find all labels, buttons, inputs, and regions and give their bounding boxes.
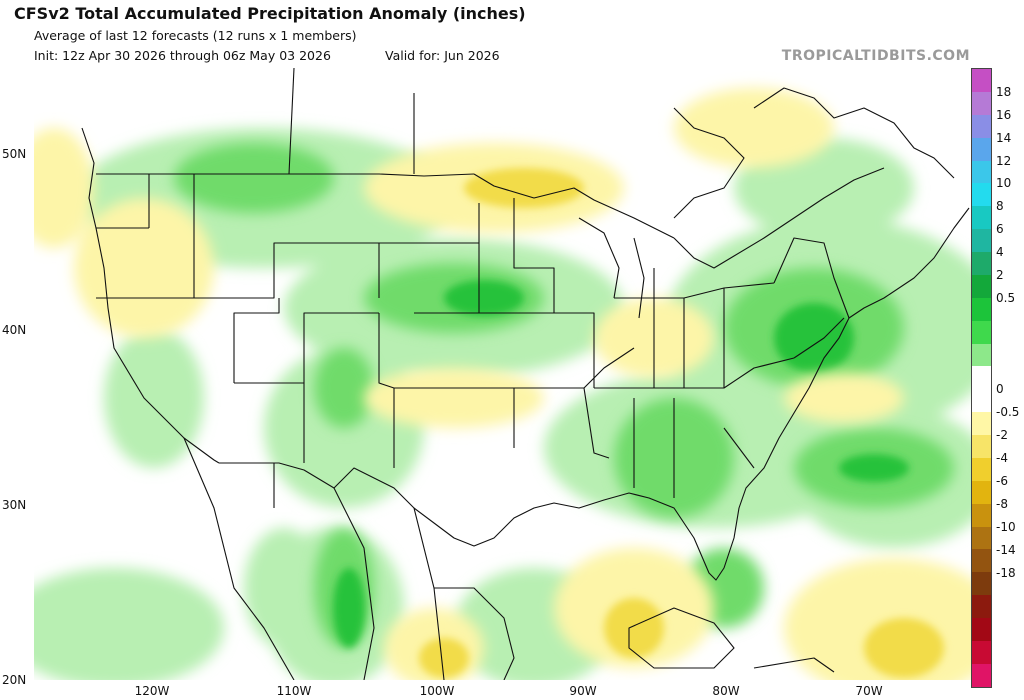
- lat-label-30n: 30N: [2, 498, 27, 512]
- colorbar-segment: [972, 114, 991, 138]
- colorbar-tick-label: 2: [996, 268, 1004, 282]
- colorbar-segment: [972, 640, 991, 664]
- lat-label-40n: 40N: [2, 323, 27, 337]
- init-time: Init: 12z Apr 30 2026 through 06z May 03…: [34, 48, 331, 63]
- colorbar-tick-label: 0.5: [996, 290, 1016, 305]
- colorbar-segment: [972, 206, 991, 230]
- precip-anomaly-map: [34, 68, 971, 680]
- colorbar-segment: [972, 480, 991, 504]
- colorbar-tick-label: -6: [996, 474, 1008, 488]
- colorbar-segment: [972, 343, 991, 367]
- lon-label-100w: 100W: [419, 684, 455, 698]
- map-subtitle: Average of last 12 forecasts (12 runs x …: [34, 28, 357, 43]
- source-watermark: TROPICALTIDBITS.COM: [781, 48, 970, 64]
- colorbar-segment: [972, 297, 991, 321]
- valid-time: Valid for: Jun 2026: [385, 48, 500, 63]
- colorbar-segment: [972, 526, 991, 550]
- colorbar-tick-label: 6: [996, 222, 1004, 237]
- colorbar-tick-label: 10: [996, 176, 1012, 191]
- colorbar-segment: [972, 595, 991, 618]
- colorbar-tick-label: -14: [996, 542, 1016, 557]
- colorbar-segment: [972, 663, 991, 687]
- colorbar-tick-label: 4: [996, 245, 1004, 260]
- colorbar-tick-label: 16: [996, 107, 1012, 122]
- colorbar-segment: [972, 160, 991, 184]
- colorbar-segment: [972, 137, 991, 161]
- colorbar-segment: [972, 274, 991, 298]
- lon-label-80w: 80W: [712, 684, 740, 698]
- colorbar-segment: [972, 457, 991, 481]
- colorbar-tick-label: 8: [996, 199, 1004, 214]
- colorbar-tick-label: -8: [996, 496, 1008, 511]
- colorbar-tick-label: 18: [996, 84, 1012, 99]
- boundary-lines: [81, 68, 970, 680]
- map-title: CFSv2 Total Accumulated Precipitation An…: [14, 4, 526, 23]
- colorbar-tick-label: -10: [996, 519, 1016, 534]
- colorbar-segment: [972, 549, 991, 573]
- colorbar-tick-label: 14: [996, 130, 1012, 145]
- colorbar-segment: [972, 572, 991, 596]
- colorbar-segment: [972, 69, 991, 92]
- lon-label-110w: 110W: [276, 684, 312, 698]
- colorbar-tick-label: -18: [996, 565, 1016, 580]
- colorbar-tick-label: -4: [996, 451, 1008, 466]
- colorbar: [971, 68, 992, 688]
- colorbar-segment: [972, 503, 991, 527]
- colorbar-tick-label: 12: [996, 153, 1012, 168]
- colorbar-tick-label: -2: [996, 428, 1008, 443]
- lon-label-90w: 90W: [569, 684, 597, 698]
- colorbar-segment: [972, 91, 991, 115]
- colorbar-segment: [972, 412, 991, 435]
- colorbar-tick-label: -0.5: [996, 405, 1020, 420]
- colorbar-tick-label: 0: [996, 382, 1004, 397]
- colorbar-segment: [972, 618, 991, 641]
- lon-label-70w: 70W: [855, 684, 883, 698]
- colorbar-segment: [972, 435, 991, 458]
- colorbar-segment: [972, 183, 991, 207]
- dry-anomaly-light: [34, 88, 971, 680]
- lon-label-120w: 120W: [134, 684, 170, 698]
- colorbar-segment: [972, 252, 991, 275]
- lat-label-50n: 50N: [2, 147, 27, 161]
- colorbar-segment: [972, 229, 991, 252]
- dry-anomaly-medium: [419, 168, 944, 678]
- lat-label-20n: 20N: [2, 673, 27, 687]
- wet-anomaly-strong: [333, 280, 909, 648]
- colorbar-segment: [972, 389, 991, 413]
- colorbar-segment: [972, 320, 991, 344]
- colorbar-segment: [972, 366, 991, 390]
